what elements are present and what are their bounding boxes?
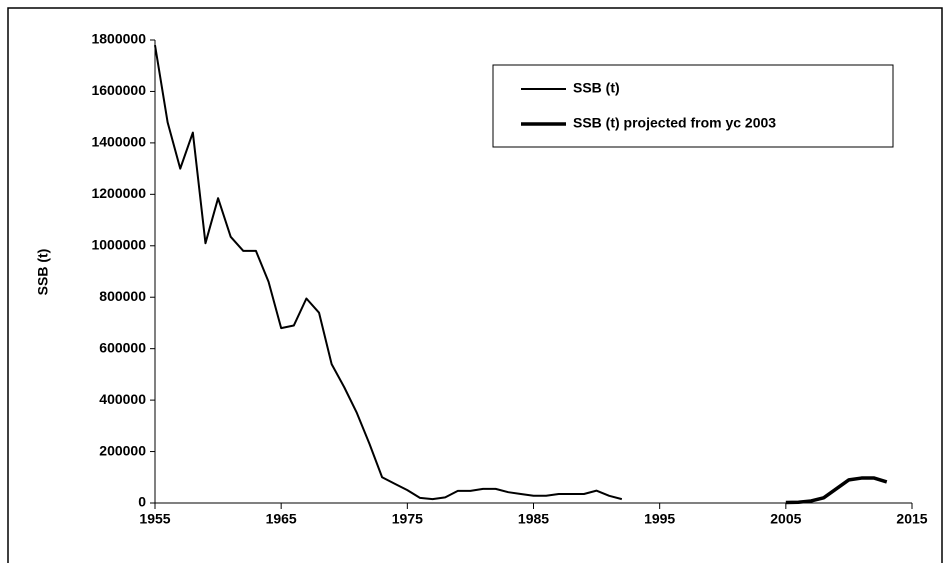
y-tick-label: 1200000 [91, 185, 146, 201]
x-tick-label: 1965 [266, 511, 297, 527]
data-line [154, 44, 623, 501]
x-tick-label: 1995 [644, 511, 675, 527]
y-tick-label: 800000 [99, 288, 146, 304]
y-tick-label: 0 [138, 494, 146, 510]
y-tick-label: 1400000 [91, 134, 146, 150]
x-tick-label: 1985 [518, 511, 549, 527]
legend-box [492, 64, 894, 148]
x-tick-label: 2015 [896, 511, 927, 527]
legend-label: SSB (t) projected from yc 2003 [573, 115, 776, 131]
x-tick-label: 2005 [770, 511, 801, 527]
y-axis-label: SSB (t) [35, 249, 51, 296]
chart-frame [7, 7, 943, 563]
y-tick-label: 1600000 [91, 82, 146, 98]
y-tick-label: 200000 [99, 442, 146, 458]
legend-label: SSB (t) [573, 80, 620, 96]
x-tick-label: 1955 [139, 511, 170, 527]
y-tick-label: 1800000 [91, 31, 146, 47]
y-tick-label: 1000000 [91, 236, 146, 252]
data-line [785, 476, 888, 505]
x-tick-label: 1975 [392, 511, 423, 527]
y-tick-label: 600000 [99, 339, 146, 355]
y-tick-label: 400000 [99, 391, 146, 407]
